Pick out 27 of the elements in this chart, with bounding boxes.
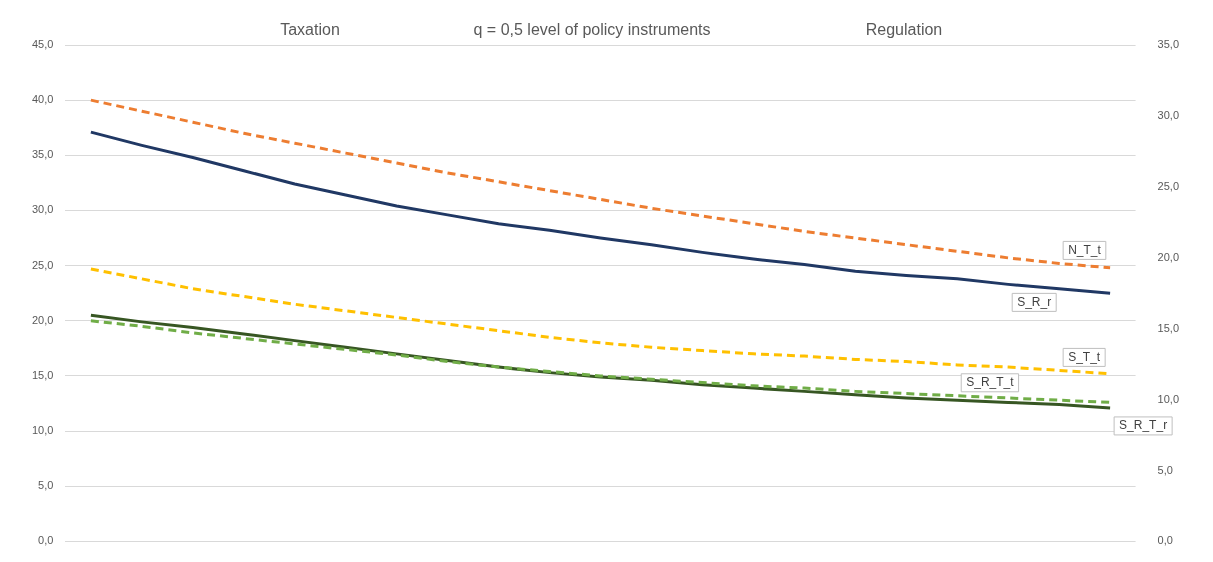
- y-tick-label: 10,0: [31, 424, 54, 437]
- y-tick-label: 35,0: [31, 148, 54, 161]
- y2-tick-label: 20,0: [1157, 250, 1180, 263]
- y2-tick-label: 15,0: [1157, 321, 1180, 334]
- y-tick-label: 0,0: [38, 534, 54, 547]
- y2-tick-label: 5,0: [1157, 463, 1173, 476]
- y-tick-label: 25,0: [31, 258, 54, 271]
- series-label: S_R_T_t: [966, 375, 1015, 390]
- series-label: N_T_t: [1068, 242, 1102, 257]
- text: Taxation: [280, 21, 340, 39]
- series-label: S_R_r: [1017, 294, 1052, 309]
- series-label: S_T_t: [1068, 349, 1101, 364]
- y2-tick-label: 25,0: [1157, 179, 1180, 192]
- y-tick-label: 45,0: [31, 38, 54, 51]
- y2-tick-label: 0,0: [1157, 534, 1173, 547]
- y2-tick-label: 35,0: [1157, 38, 1180, 51]
- y-tick-label: 20,0: [31, 313, 54, 326]
- y-tick-label: 15,0: [31, 368, 54, 381]
- line-series: [89, 98, 1112, 270]
- y2-tick-label: 10,0: [1157, 392, 1180, 405]
- y-tick-label: 40,0: [31, 93, 54, 106]
- y-tick-label: 5,0: [38, 479, 54, 492]
- text: Regulation: [865, 21, 943, 39]
- y2-tick-label: 30,0: [1157, 108, 1180, 121]
- chart-title: q = 0,5 level of policy instruments: [473, 21, 711, 39]
- y-tick-label: 30,0: [31, 203, 54, 216]
- series-label: S_R_T_r: [1119, 418, 1168, 433]
